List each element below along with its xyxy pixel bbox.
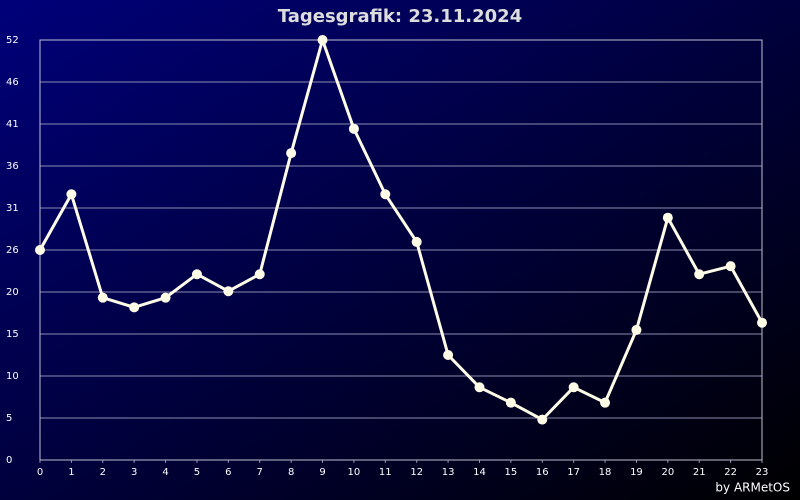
point xyxy=(129,302,140,313)
y-tick-label: 36 xyxy=(6,161,19,172)
point xyxy=(600,397,611,408)
x-tick-label: 16 xyxy=(536,467,549,478)
point xyxy=(505,397,516,408)
point xyxy=(694,269,705,280)
x-tick-label: 8 xyxy=(288,467,294,478)
x-tick-label: 14 xyxy=(473,467,486,478)
x-tick-label: 9 xyxy=(319,467,325,478)
x-tick-label: 23 xyxy=(756,467,769,478)
point xyxy=(474,382,485,393)
point xyxy=(631,324,642,335)
x-tick-label: 13 xyxy=(442,467,455,478)
point xyxy=(411,236,422,247)
point xyxy=(568,382,579,393)
x-tick-label: 2 xyxy=(100,467,106,478)
y-tick-label: 46 xyxy=(6,77,19,88)
point xyxy=(66,189,77,200)
y-tick-label: 52 xyxy=(6,35,19,46)
x-tick-label: 17 xyxy=(567,467,580,478)
point xyxy=(537,414,548,425)
point xyxy=(443,350,454,360)
y-tick-label: 31 xyxy=(6,203,19,214)
x-tick-label: 0 xyxy=(37,467,43,478)
point xyxy=(757,317,767,328)
x-tick-label: 12 xyxy=(410,467,423,478)
x-tick-label: 10 xyxy=(348,467,361,478)
x-tick-label: 20 xyxy=(661,467,674,478)
x-tick-label: 15 xyxy=(505,467,518,478)
line xyxy=(38,38,764,422)
x-tick-label: 21 xyxy=(693,467,706,478)
point xyxy=(725,261,736,272)
y-tick-label: 26 xyxy=(6,245,19,256)
x-tick-label: 1 xyxy=(68,467,74,478)
x-tick-label: 5 xyxy=(194,467,200,478)
point xyxy=(160,292,171,303)
y-tick-label: 5 xyxy=(6,413,12,424)
y-tick-label: 20 xyxy=(6,287,19,298)
point xyxy=(223,286,234,297)
y-tick-label: 41 xyxy=(6,119,19,130)
x-tick-label: 22 xyxy=(724,467,737,478)
point xyxy=(97,292,108,303)
point xyxy=(348,123,359,134)
credit: by ARMetOS xyxy=(715,481,790,495)
x-tick-label: 18 xyxy=(599,467,612,478)
x-tick-label: 11 xyxy=(379,467,392,478)
y-tick-label: 0 xyxy=(6,455,12,466)
x-tick-label: 4 xyxy=(162,467,168,478)
point xyxy=(380,189,391,200)
point xyxy=(662,212,673,223)
point xyxy=(286,148,297,159)
chart-title: Tagesgrafik: 23.11.2024 xyxy=(278,6,522,27)
point xyxy=(191,269,202,280)
x-tick-label: 19 xyxy=(630,467,643,478)
y-tick-label: 10 xyxy=(6,371,19,382)
x-tick-label: 3 xyxy=(131,467,137,478)
point xyxy=(317,35,328,45)
point xyxy=(254,269,265,280)
point xyxy=(35,245,45,255)
y-tick-label: 15 xyxy=(6,329,19,340)
x-tick-label: 6 xyxy=(225,467,231,478)
x-tick-label: 7 xyxy=(257,467,263,478)
